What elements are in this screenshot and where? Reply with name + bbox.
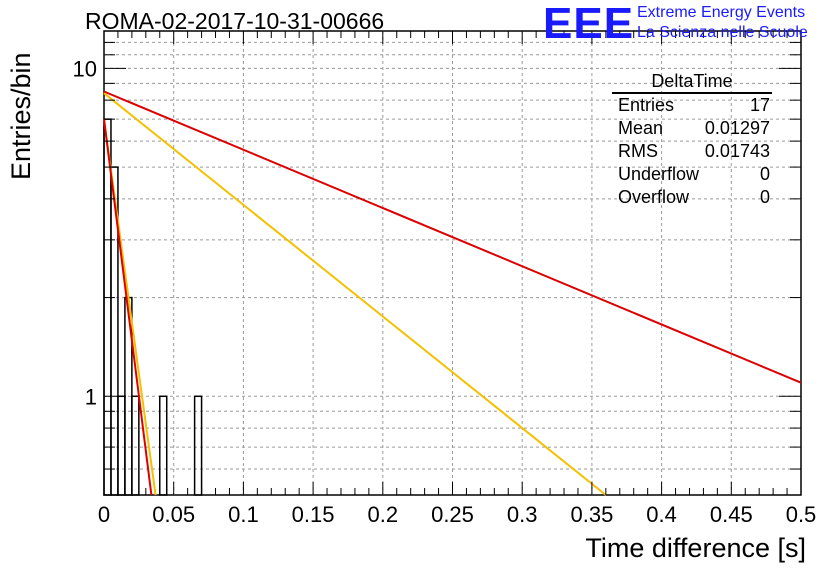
stats-label: Entries xyxy=(618,95,675,115)
fit-curve xyxy=(103,119,153,496)
eee-logo-text: Extreme Energy Events La Scienza nelle S… xyxy=(637,3,808,43)
stats-value: 0.01297 xyxy=(704,118,770,138)
stats-value: 0.01743 xyxy=(704,141,770,161)
stats-row-entries: Entries 17 xyxy=(612,94,772,117)
stats-title: DeltaTime xyxy=(612,70,772,94)
stats-label: Overflow xyxy=(618,187,690,207)
x-tick-label: 0.3 xyxy=(507,502,538,527)
stats-value: 0 xyxy=(759,164,770,184)
x-tick-label: 0.45 xyxy=(710,502,753,527)
eee-logo: EEE xyxy=(543,0,635,48)
histogram-bin xyxy=(103,118,112,496)
stats-label: Mean xyxy=(618,118,664,138)
chart-title: ROMA-02-2017-10-31-00666 xyxy=(85,8,385,34)
y-axis-label: Entries/bin xyxy=(6,52,36,180)
fit-curve xyxy=(103,92,607,496)
stats-label: Underflow xyxy=(618,164,700,184)
stats-row-rms: RMS 0.01743 xyxy=(612,140,772,163)
x-tick-label: 0.25 xyxy=(431,502,474,527)
axis-ticks xyxy=(103,30,802,496)
x-axis-label: Time difference [s] xyxy=(585,533,806,563)
histogram-bin xyxy=(131,395,140,496)
histogram-bin xyxy=(159,395,168,496)
x-tick-label: 0.15 xyxy=(292,502,335,527)
grid-lines xyxy=(104,31,801,495)
x-tick-label: 0.05 xyxy=(152,502,195,527)
x-tick-label: 0.35 xyxy=(570,502,613,527)
x-tick-label: 0.5 xyxy=(786,502,817,527)
x-tick-label: 0 xyxy=(98,502,110,527)
y-tick-label: 1 xyxy=(85,384,97,409)
logo-line-1: Extreme Energy Events xyxy=(637,4,806,21)
histogram-bins xyxy=(103,118,203,496)
x-tick-label: 0.2 xyxy=(368,502,399,527)
logo-line-2: La Scienza nelle Scuole xyxy=(637,24,808,41)
histogram-bin xyxy=(193,395,203,496)
stats-value: 0 xyxy=(759,187,770,207)
fit-curve xyxy=(103,90,802,384)
x-tick-label: 0.1 xyxy=(228,502,259,527)
tick-labels: 0 0.05 0.1 0.15 0.2 0.25 0.3 0.35 0.4 0.45 0.5 1 10 xyxy=(73,56,817,527)
stats-value: 17 xyxy=(749,95,770,115)
stats-label: RMS xyxy=(618,141,658,161)
y-tick-label: 10 xyxy=(73,56,97,81)
stats-row-overflow: Overflow 0 xyxy=(612,186,772,209)
x-tick-label: 0.4 xyxy=(646,502,677,527)
stats-row-underflow: Underflow 0 xyxy=(612,163,772,186)
stats-box: DeltaTime Entries 17 Mean 0.01297 RMS 0.… xyxy=(612,70,772,209)
stats-row-mean: Mean 0.01297 xyxy=(612,117,772,140)
fit-curves xyxy=(103,90,802,496)
